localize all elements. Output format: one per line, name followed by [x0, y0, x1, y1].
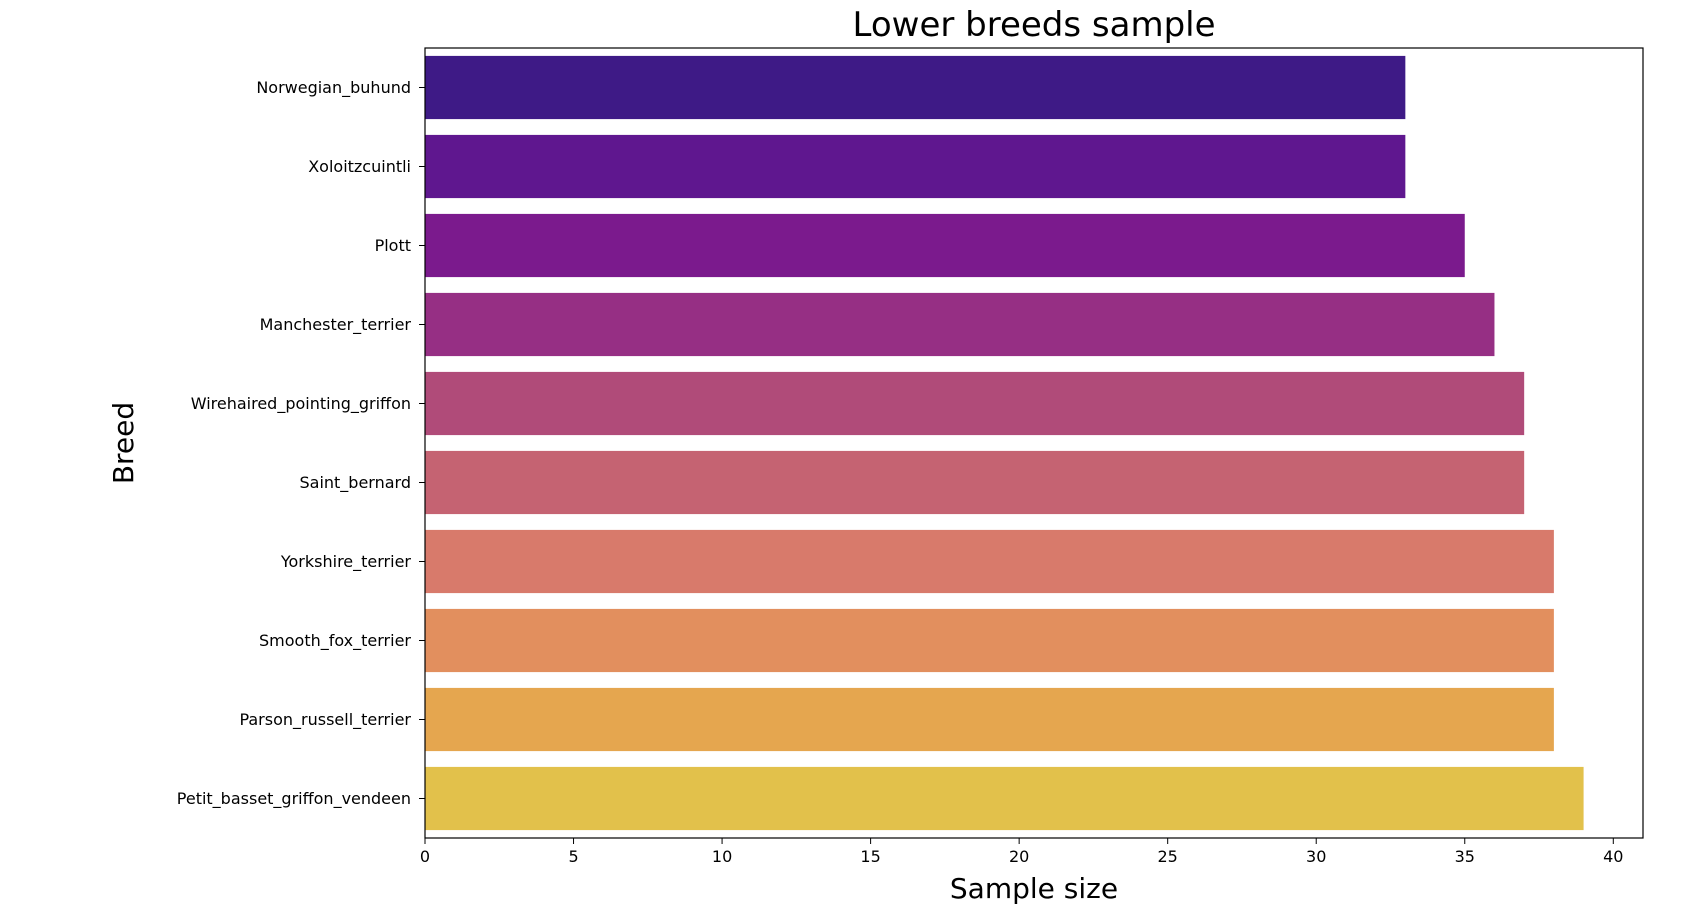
- x-tick-label: 15: [860, 847, 880, 866]
- bar-wirehaired-pointing-griffon: [425, 371, 1525, 436]
- x-tick-label: 5: [568, 847, 578, 866]
- y-axis-title: Breed: [107, 402, 140, 484]
- y-tick-label: Saint_bernard: [299, 473, 411, 493]
- bar-yorkshire-terrier: [425, 529, 1554, 594]
- plot-frame: [424, 47, 1644, 839]
- bar-xoloitzcuintli: [425, 134, 1406, 199]
- x-axis-title: Sample size: [950, 872, 1118, 905]
- y-tick-label: Parson_russell_terrier: [239, 710, 411, 730]
- x-tick-label: 10: [712, 847, 732, 866]
- chart-title: Lower breeds sample: [852, 5, 1215, 45]
- y-tick-label: Wirehaired_pointing_griffon: [191, 394, 411, 414]
- bar-saint-bernard: [425, 450, 1525, 515]
- bars-group: [425, 55, 1584, 831]
- bar-parson-russell-terrier: [425, 687, 1554, 752]
- x-axis-ticks: 0 5 10 15 20 25 30 35 40: [420, 838, 1623, 866]
- y-tick-label: Norwegian_buhund: [256, 78, 411, 98]
- bar-manchester-terrier: [425, 292, 1495, 357]
- y-tick-label: Yorkshire_terrier: [280, 552, 412, 572]
- y-axis-ticks: Norwegian_buhund Xoloitzcuintli Plott Manch…: [177, 78, 425, 809]
- y-tick-label: Petit_basset_griffon_vendeen: [177, 789, 411, 809]
- bar-smooth-fox-terrier: [425, 608, 1554, 673]
- bar-plott: [425, 213, 1465, 278]
- x-tick-label: 20: [1009, 847, 1029, 866]
- y-tick-label: Manchester_terrier: [260, 315, 412, 335]
- x-tick-label: 0: [420, 847, 430, 866]
- x-tick-label: 25: [1158, 847, 1178, 866]
- bar-petit-basset-griffon-vendeen: [425, 766, 1584, 831]
- y-tick-label: Plott: [375, 236, 411, 255]
- y-tick-label: Smooth_fox_terrier: [259, 631, 411, 651]
- x-tick-label: 35: [1455, 847, 1475, 866]
- x-tick-label: 30: [1306, 847, 1326, 866]
- x-tick-label: 40: [1603, 847, 1623, 866]
- y-tick-label: Xoloitzcuintli: [308, 157, 411, 176]
- bar-norwegian-buhund: [425, 55, 1406, 120]
